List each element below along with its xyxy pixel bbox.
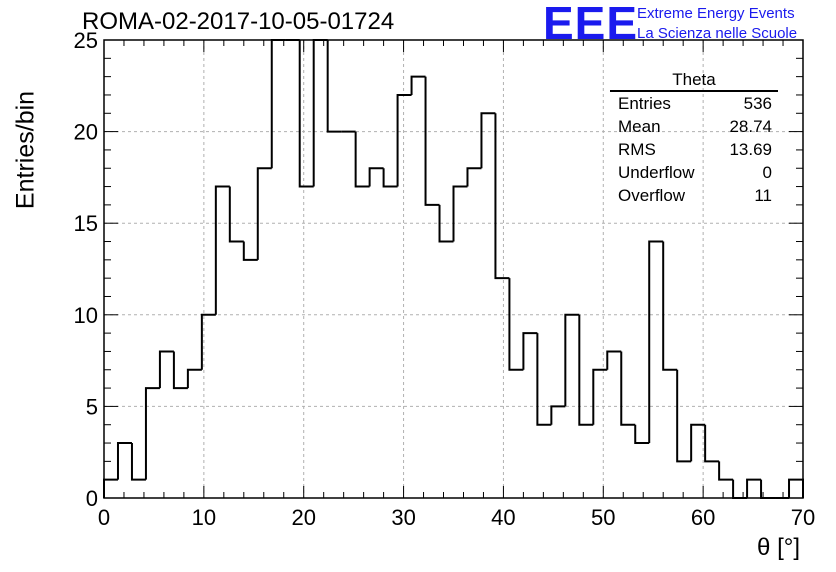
y-tick-label: 15 (74, 211, 98, 236)
stats-value: 0 (762, 163, 772, 182)
stats-value: 11 (754, 186, 772, 205)
histogram-bin (578, 314, 594, 426)
histogram-bin (480, 112, 496, 169)
stats-label: Mean (618, 117, 661, 136)
histogram-bin (508, 278, 524, 371)
histogram-bin (116, 442, 132, 480)
x-tick-label: 20 (291, 505, 315, 530)
y-tick-label: 10 (74, 303, 98, 328)
histogram-bin (550, 405, 566, 425)
histogram-bin (228, 186, 244, 243)
stats-row-entries: Entries 536 (610, 92, 778, 115)
stats-value: 28.74 (729, 117, 772, 136)
stats-row-rms: RMS 13.69 (610, 138, 778, 161)
histogram-bin (634, 424, 650, 445)
histogram-bin (438, 204, 454, 243)
histogram-bin (256, 167, 272, 260)
histogram-bin (172, 351, 188, 390)
histogram-bin (732, 479, 748, 499)
histogram-bin (186, 368, 202, 389)
histogram-bin (298, 40, 314, 188)
logo-caption: Extreme Energy Events La Scienza nelle S… (637, 4, 797, 44)
y-tick-label: 25 (74, 28, 98, 53)
histogram-bin (242, 241, 258, 261)
x-tick-label: 50 (591, 505, 615, 530)
stats-label: RMS (618, 140, 656, 159)
plot-frame (103, 39, 804, 499)
histogram-bin (606, 350, 622, 370)
x-axis-label: θ [°] (757, 534, 800, 561)
y-tick-label: 0 (86, 486, 98, 511)
stats-label: Overflow (618, 186, 686, 205)
logo-caption-line1: Extreme Energy Events (637, 5, 795, 22)
stats-row-mean: Mean 28.74 (610, 115, 778, 138)
y-tick-label: 5 (86, 394, 98, 419)
histogram-bin (592, 368, 608, 425)
histogram-bin (690, 423, 706, 462)
histogram-bin (718, 461, 734, 481)
histogram-bin (620, 351, 636, 426)
histogram-bin (158, 350, 174, 389)
histogram-bin (788, 478, 804, 498)
x-tick-label: 10 (192, 505, 216, 530)
stats-value: 13.69 (729, 140, 772, 159)
eee-logo: EEE (543, 0, 639, 49)
stats-title: Theta (610, 70, 778, 92)
y-tick-label: 20 (74, 120, 98, 145)
histogram-bin (312, 39, 328, 187)
histogram-bin (103, 478, 118, 498)
histogram-bin (536, 333, 552, 426)
histogram-bin (144, 387, 160, 480)
histogram-bin (130, 443, 146, 481)
x-tick-label: 0 (98, 505, 110, 530)
histogram-bin (564, 313, 580, 407)
histogram-bin (200, 313, 216, 370)
chart-title: ROMA-02-2017-10-05-01724 (82, 8, 395, 35)
histogram-bin (662, 241, 678, 371)
histogram-bin (326, 40, 342, 133)
y-axis-label-wrap: Entries/bin (6, 90, 46, 210)
x-tick-label: 70 (791, 505, 815, 530)
histogram-bin (270, 39, 286, 169)
histogram-bin (368, 167, 384, 187)
stats-row-overflow: Overflow 11 (610, 184, 778, 207)
histogram-bin (676, 369, 692, 463)
histogram-bin (396, 93, 412, 187)
histogram-bin (214, 185, 230, 315)
stats-value: 536 (743, 94, 772, 113)
stats-row-underflow: Underflow 0 (610, 161, 778, 184)
histogram-bin (410, 75, 426, 95)
x-tick-label: 60 (691, 505, 715, 530)
logo-caption-line2: La Scienza nelle Scuole (637, 25, 798, 42)
stats-label: Entries (618, 94, 671, 113)
x-tick-label: 30 (391, 505, 415, 530)
histogram-bin (746, 478, 762, 498)
histogram-bin (466, 167, 482, 187)
x-tick-label: 40 (491, 505, 515, 530)
histogram-bin (424, 76, 440, 206)
histogram-bin (494, 113, 510, 280)
histogram-bin (452, 185, 468, 242)
histogram-bin (648, 240, 664, 444)
y-axis-label: Entries/bin (11, 90, 40, 210)
histogram-bin (354, 131, 370, 188)
histogram-bin (522, 332, 538, 370)
histogram-bin (382, 168, 398, 188)
stats-label: Underflow (618, 163, 695, 182)
stats-box: Theta Entries 536 Mean 28.74 RMS 13.69 U… (610, 70, 778, 207)
histogram-bin (704, 424, 720, 463)
